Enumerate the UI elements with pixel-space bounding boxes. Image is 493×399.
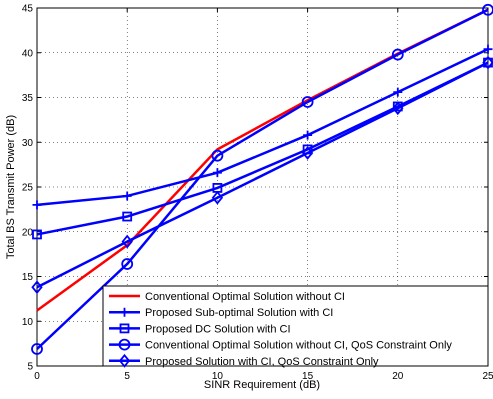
diamond-marker xyxy=(31,280,43,295)
legend-item: Proposed Solution with CI, QoS Constrain… xyxy=(109,353,379,368)
diamond-marker xyxy=(121,234,133,249)
y-tick-label: 30 xyxy=(22,138,34,149)
diamond-marker xyxy=(118,353,131,368)
x-tick-label: 20 xyxy=(392,371,404,382)
x-tick-label: 25 xyxy=(482,371,493,382)
x-tick-label: 0 xyxy=(34,371,40,382)
series-group xyxy=(31,3,493,355)
plus-marker xyxy=(212,168,222,178)
y-axis-label: Total BS Transmit Power (dB) xyxy=(5,115,17,259)
y-tick-label: 5 xyxy=(27,362,33,373)
legend-item: Proposed Sub-optimal Solution with CI xyxy=(109,307,333,319)
diamond-marker xyxy=(211,190,224,205)
square-marker xyxy=(119,323,130,334)
plus-marker xyxy=(122,191,132,201)
legend-label: Proposed Sub-optimal Solution with CI xyxy=(145,307,333,319)
x-tick-label: 15 xyxy=(302,371,314,382)
circle-marker xyxy=(118,338,131,351)
square-marker xyxy=(122,211,133,222)
plus-marker xyxy=(32,200,42,210)
diamond-marker xyxy=(301,146,314,160)
series-5 xyxy=(31,55,493,295)
plus-marker xyxy=(303,130,313,140)
plus-marker xyxy=(483,44,493,54)
legend-label: Proposed DC Solution with CI xyxy=(145,323,291,335)
x-axis-label: SINR Requirement (dB) xyxy=(204,379,320,391)
circle-marker xyxy=(301,96,314,108)
series-line xyxy=(36,8,489,350)
x-tick-label: 10 xyxy=(212,371,224,382)
y-tick-label: 45 xyxy=(22,4,34,15)
plus-marker xyxy=(393,87,403,97)
circle-marker xyxy=(211,149,224,162)
y-tick-label: 20 xyxy=(22,227,34,238)
y-tick-label: 15 xyxy=(22,272,34,283)
x-tick-label: 5 xyxy=(124,371,130,382)
legend-label: Conventional Optimal Solution without CI… xyxy=(145,340,452,352)
circle-marker xyxy=(482,3,493,16)
legend-label: Proposed Solution with CI, QoS Constrain… xyxy=(145,356,379,368)
series-line xyxy=(36,61,489,289)
plus-marker xyxy=(120,307,129,317)
y-tick-label: 40 xyxy=(22,48,34,59)
legend-label: Conventional Optimal Solution without CI xyxy=(145,291,345,303)
series-4 xyxy=(31,3,493,355)
legend-item: Proposed DC Solution with CI xyxy=(109,323,291,335)
legend-item: Conventional Optimal Solution without CI… xyxy=(109,338,452,352)
legend-box xyxy=(102,285,489,367)
series-2 xyxy=(32,44,493,210)
y-tick-label: 10 xyxy=(22,317,34,328)
series-line xyxy=(36,61,489,236)
legend-item: Conventional Optimal Solution without CI xyxy=(109,291,345,303)
circle-marker xyxy=(391,48,404,61)
series-line xyxy=(36,48,489,207)
circle-marker xyxy=(121,258,134,270)
square-marker xyxy=(32,229,42,240)
y-tick-label: 35 xyxy=(22,93,34,104)
legend: Conventional Optimal Solution without CI… xyxy=(102,285,489,368)
diamond-marker xyxy=(482,55,493,70)
y-tick-label: 25 xyxy=(22,183,34,194)
circle-marker xyxy=(31,343,43,355)
diamond-marker xyxy=(392,101,404,116)
